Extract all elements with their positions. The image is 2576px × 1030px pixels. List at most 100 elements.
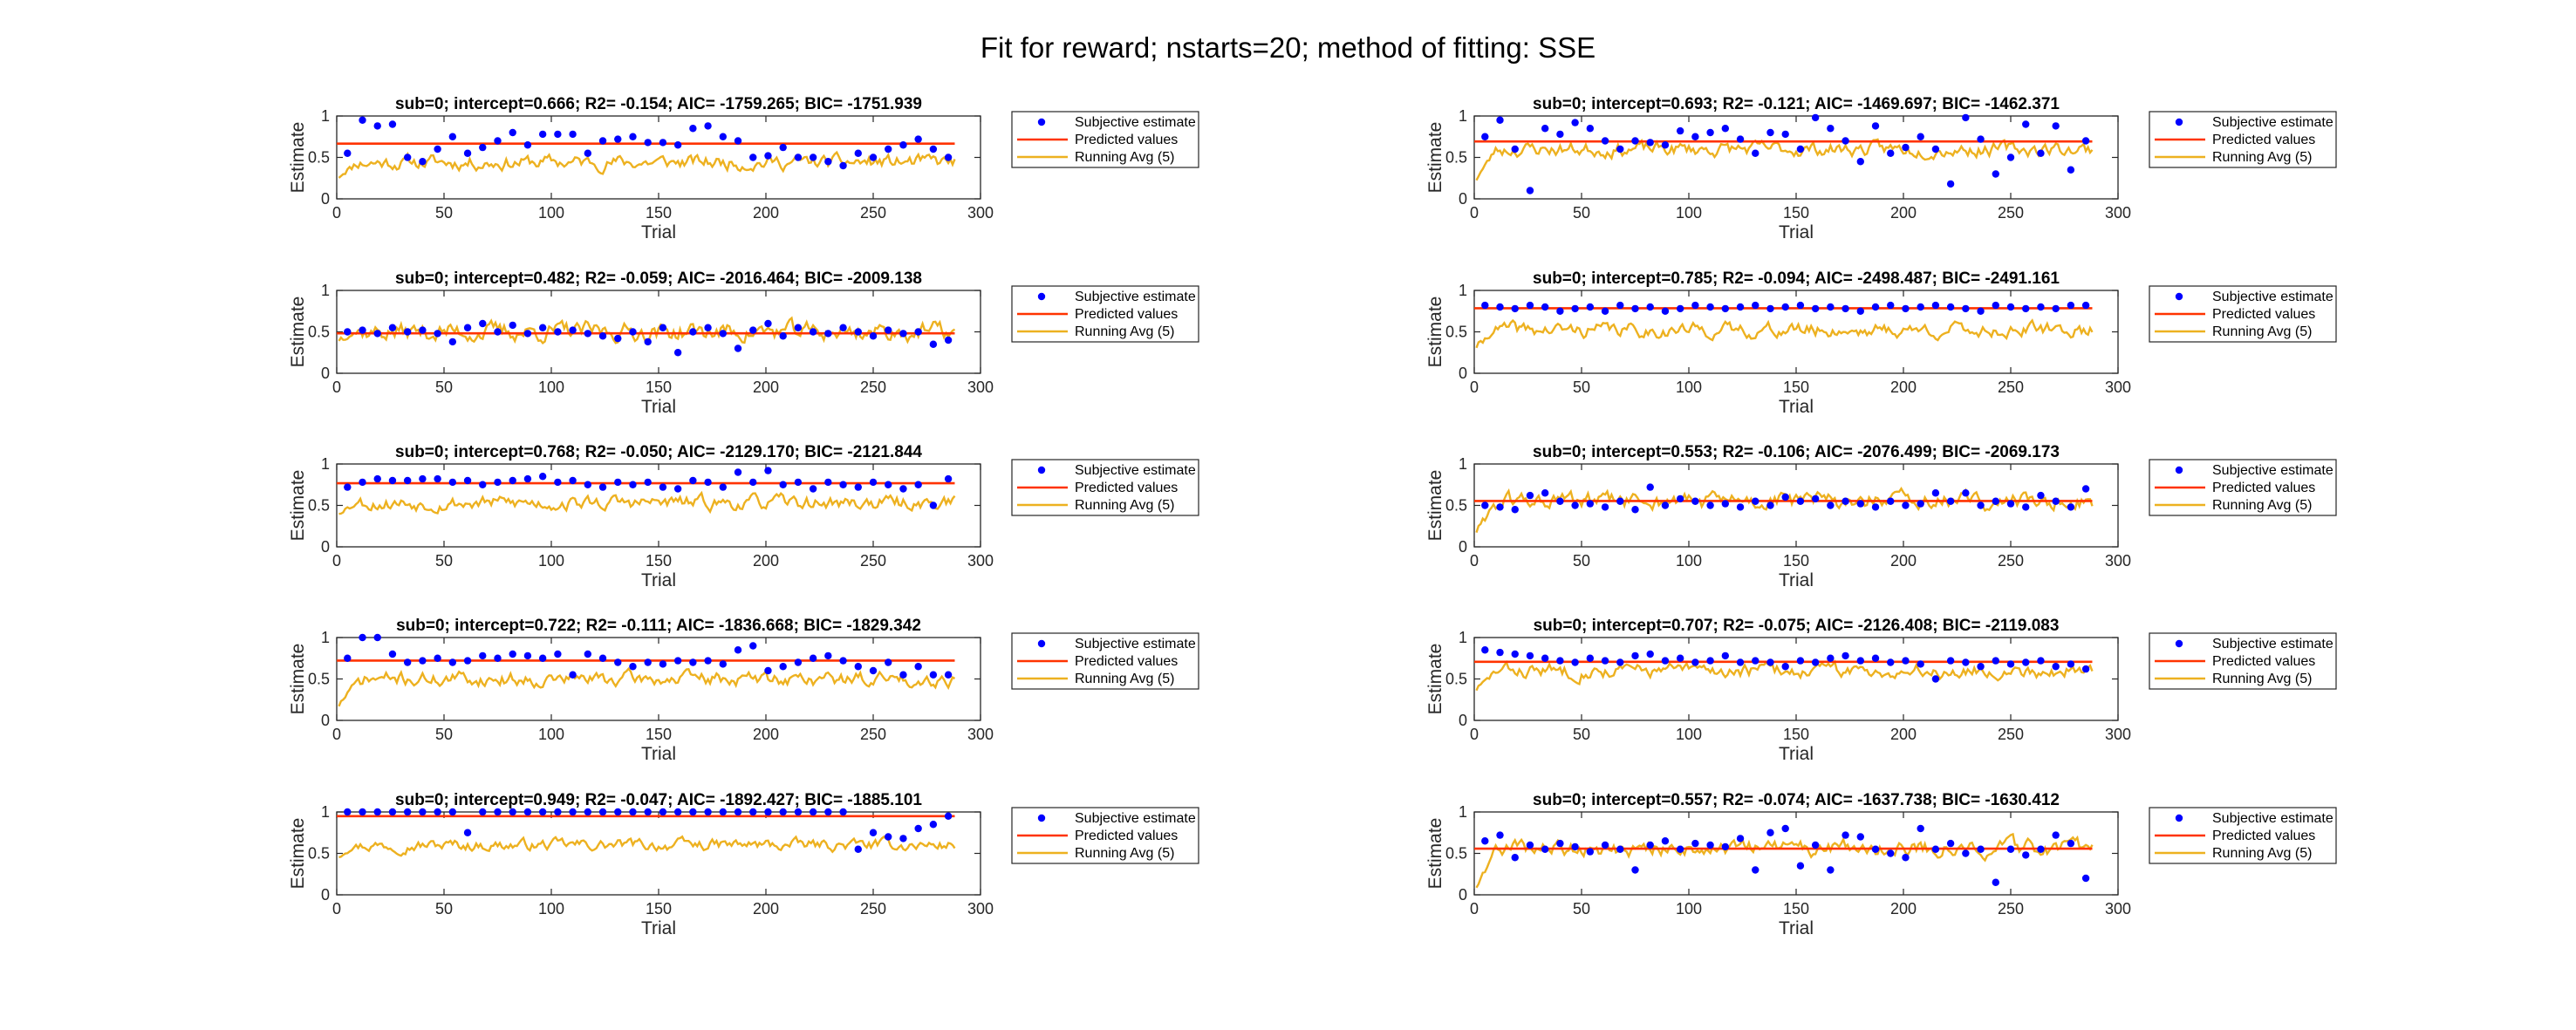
legend-label: Running Avg (5) <box>1075 324 1174 339</box>
subjective-point <box>419 808 427 816</box>
subjective-point <box>463 149 472 157</box>
subjective-point <box>749 478 757 487</box>
subplot-title: sub=0; intercept=0.768; R2= -0.050; AIC=… <box>395 443 922 461</box>
subjective-point <box>1856 833 1864 841</box>
subjective-point <box>388 476 397 485</box>
subjective-point <box>1977 135 1985 143</box>
legend-marker-subjective <box>1037 292 1046 301</box>
subjective-point <box>479 481 487 488</box>
subjective-point <box>584 330 592 338</box>
legend-label: Predicted values <box>1075 829 1178 843</box>
subjective-point <box>704 122 712 130</box>
subjective-point <box>463 657 472 665</box>
subjective-point <box>359 808 366 816</box>
x-tick-label: 100 <box>538 379 564 396</box>
subjective-point <box>673 657 682 665</box>
x-tick-label: 100 <box>1676 204 1702 222</box>
subjective-point <box>794 658 803 666</box>
legend-label: Predicted values <box>2212 133 2315 147</box>
subjective-point <box>1811 495 1820 503</box>
legend-label: Subjective estimate <box>2212 290 2333 304</box>
x-tick-label: 300 <box>967 726 994 743</box>
subjective-point <box>673 808 682 816</box>
subjective-point <box>1827 654 1835 662</box>
subjective-point <box>463 829 472 836</box>
subjective-point <box>463 476 472 485</box>
subjective-point <box>794 153 803 161</box>
subjective-point <box>554 808 562 816</box>
subjective-point <box>1721 304 1730 313</box>
x-tick-label: 300 <box>2105 379 2131 396</box>
subjective-point <box>388 324 397 331</box>
subjective-point <box>944 336 953 344</box>
subplot-title: sub=0; intercept=0.949; R2= -0.047; AIC=… <box>395 791 922 809</box>
subjective-point <box>1902 854 1910 862</box>
subjective-point <box>1541 303 1549 311</box>
subjective-point <box>1752 657 1759 665</box>
subjective-point <box>523 651 532 660</box>
subjective-point <box>1631 304 1639 313</box>
subjective-point <box>509 650 516 658</box>
y-tick-label: 0.5 <box>1445 671 1467 688</box>
running-avg-line <box>338 490 956 515</box>
x-tick-label: 200 <box>753 900 779 917</box>
subjective-point <box>1541 654 1549 662</box>
subjective-point <box>1871 122 1880 130</box>
subplot-6: sub=0; intercept=0.553; R2= -0.106; AIC=… <box>1425 443 2337 590</box>
subjective-point <box>929 821 938 829</box>
subjective-point <box>2022 304 2030 313</box>
x-tick-label: 100 <box>538 726 564 743</box>
y-tick-label: 0.5 <box>308 497 330 515</box>
x-tick-label: 50 <box>435 204 453 222</box>
legend-label: Running Avg (5) <box>2212 324 2312 339</box>
x-axis-label: Trial <box>1779 744 1814 764</box>
subjective-point <box>1766 128 1774 137</box>
subjective-point <box>704 478 712 487</box>
subjective-point <box>1856 158 1864 166</box>
subjective-point <box>1736 658 1745 666</box>
subjective-point <box>899 835 907 842</box>
subjective-point <box>1887 149 1895 157</box>
subjective-point <box>824 158 832 166</box>
subjective-point <box>1977 663 1985 671</box>
y-tick-label: 0.5 <box>308 149 330 167</box>
subplot-8: sub=0; intercept=0.707; R2= -0.075; AIC=… <box>1425 617 2337 764</box>
x-tick-label: 0 <box>1470 726 1479 743</box>
legend-label: Running Avg (5) <box>1075 498 1174 513</box>
subjective-point <box>1631 506 1639 514</box>
subjective-point <box>689 328 697 336</box>
x-tick-label: 100 <box>538 204 564 222</box>
subjective-point <box>2006 845 2015 853</box>
subjective-point <box>1571 501 1579 509</box>
y-tick-label: 1 <box>1459 803 1467 821</box>
x-tick-label: 250 <box>860 552 886 570</box>
subjective-point <box>764 319 772 328</box>
y-axis-label: Estimate <box>288 297 308 368</box>
subjective-point <box>1541 845 1549 853</box>
subjective-point <box>734 808 742 816</box>
subjective-point <box>419 474 427 483</box>
subjective-point <box>2052 304 2060 313</box>
subjective-point <box>1902 657 1910 665</box>
x-tick-label: 150 <box>646 379 672 396</box>
subjective-point <box>734 137 742 145</box>
subjective-point <box>1917 660 1924 668</box>
subjective-point <box>659 808 667 816</box>
subjective-point <box>403 808 412 816</box>
subjective-point <box>538 130 547 139</box>
axes-box <box>336 463 981 548</box>
subjective-point <box>644 478 652 487</box>
subjective-point <box>1856 657 1864 665</box>
subjective-point <box>2022 503 2030 511</box>
subjective-point <box>854 663 862 671</box>
y-tick-label: 0 <box>321 365 330 382</box>
x-tick-label: 50 <box>435 379 453 396</box>
y-tick-label: 1 <box>321 107 330 125</box>
subjective-point <box>1931 489 1940 497</box>
x-axis-label: Trial <box>1779 397 1814 417</box>
legend: Subjective estimate Predicted values Runni… <box>1011 459 1199 516</box>
subplot-4: sub=0; intercept=0.785; R2= -0.094; AIC=… <box>1425 269 2337 417</box>
subjective-point <box>899 141 907 149</box>
subjective-point <box>2022 120 2030 128</box>
